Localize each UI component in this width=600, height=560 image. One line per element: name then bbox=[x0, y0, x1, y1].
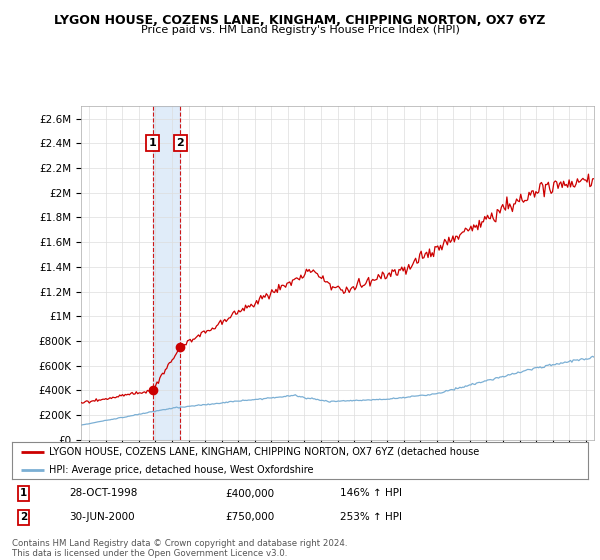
Text: £750,000: £750,000 bbox=[225, 512, 274, 522]
Text: 146% ↑ HPI: 146% ↑ HPI bbox=[340, 488, 403, 498]
Text: 30-JUN-2000: 30-JUN-2000 bbox=[70, 512, 135, 522]
Text: 253% ↑ HPI: 253% ↑ HPI bbox=[340, 512, 403, 522]
Text: HPI: Average price, detached house, West Oxfordshire: HPI: Average price, detached house, West… bbox=[49, 465, 314, 475]
Text: Price paid vs. HM Land Registry's House Price Index (HPI): Price paid vs. HM Land Registry's House … bbox=[140, 25, 460, 35]
Text: 1: 1 bbox=[149, 138, 157, 148]
Text: 2: 2 bbox=[176, 138, 184, 148]
Text: 1: 1 bbox=[20, 488, 27, 498]
Text: Contains HM Land Registry data © Crown copyright and database right 2024.
This d: Contains HM Land Registry data © Crown c… bbox=[12, 539, 347, 558]
Text: 28-OCT-1998: 28-OCT-1998 bbox=[70, 488, 138, 498]
Text: 2: 2 bbox=[20, 512, 27, 522]
Bar bbox=[152, 106, 180, 440]
Text: LYGON HOUSE, COZENS LANE, KINGHAM, CHIPPING NORTON, OX7 6YZ (detached house: LYGON HOUSE, COZENS LANE, KINGHAM, CHIPP… bbox=[49, 446, 479, 456]
Text: LYGON HOUSE, COZENS LANE, KINGHAM, CHIPPING NORTON, OX7 6YZ: LYGON HOUSE, COZENS LANE, KINGHAM, CHIPP… bbox=[54, 14, 546, 27]
Text: £400,000: £400,000 bbox=[225, 488, 274, 498]
